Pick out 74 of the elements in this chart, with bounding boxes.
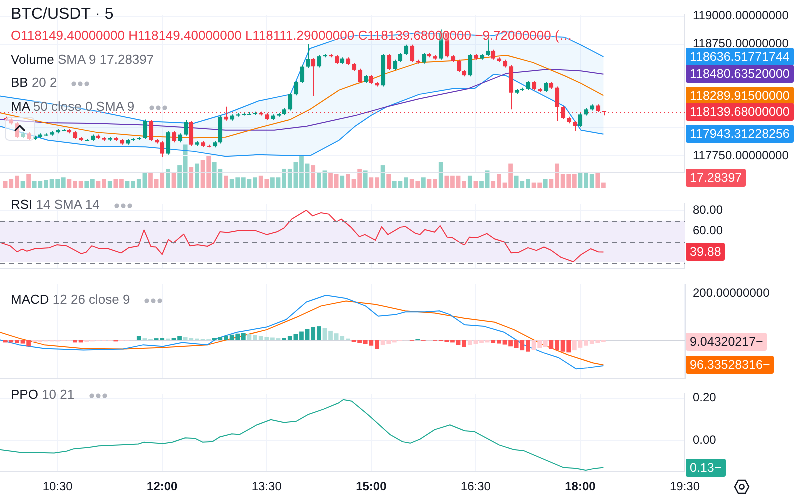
text: 17.28397: [686, 169, 746, 187]
bar: [26, 174, 31, 188]
candlestick: [306, 44, 311, 68]
bar: [136, 336, 142, 340]
candlestick: [404, 44, 409, 56]
text: 9.04320217−: [686, 333, 768, 352]
x-tick-label: 18:00: [565, 480, 596, 494]
candlestick: [149, 120, 154, 142]
candlestick: [184, 120, 189, 136]
x-tick-label: 13:30: [252, 480, 282, 494]
bar: [438, 162, 444, 188]
candlestick: [573, 120, 578, 132]
bar: [311, 166, 316, 188]
chart-title: MACD 12 26 close 9: [11, 292, 130, 307]
text: 118636.51771744: [686, 48, 794, 66]
x-tick-label: 15:00: [356, 480, 388, 494]
candlestick: [166, 130, 171, 156]
candlestick: [369, 74, 374, 85]
chart-title: PPO 10 21: [11, 387, 75, 402]
bar: [189, 167, 194, 188]
candlestick: [288, 92, 293, 112]
y-tick-label: 0.00: [693, 432, 717, 447]
bar: [363, 170, 368, 188]
candlestick: [532, 80, 537, 92]
bar: [166, 168, 170, 188]
text: 200.00000000: [693, 286, 770, 300]
candlestick: [358, 68, 363, 84]
x-tick-label: 16:30: [460, 480, 492, 494]
y-tick-label: 0.20: [693, 390, 717, 405]
text: 0.13−: [686, 458, 726, 477]
bar: [468, 176, 472, 188]
bar: [20, 181, 26, 188]
bar: [224, 176, 228, 188]
annotation: BB 20 2: [11, 75, 58, 90]
candlestick: [544, 82, 549, 93]
candlestick: [172, 130, 177, 144]
bar: [195, 164, 200, 188]
x-tick-label: 19:30: [670, 480, 700, 494]
chart-title: Volume SMA 9 17.28397: [11, 52, 154, 67]
candlestick: [294, 80, 299, 96]
y-tick-label: 80.00: [693, 202, 724, 217]
text: 39.88: [686, 243, 726, 262]
candlestick: [422, 52, 427, 64]
candlestick: [457, 59, 462, 73]
x-tick-label: 12:00: [147, 480, 178, 494]
candlestick: [393, 59, 398, 72]
candlestick: [387, 54, 392, 72]
y-tick-label: 60.00: [693, 224, 724, 238]
candlestick: [143, 119, 148, 140]
bar: [422, 178, 426, 188]
text: 118289.91500000: [686, 86, 794, 105]
bar: [386, 174, 392, 188]
candlestick: [300, 65, 305, 84]
candlestick: [189, 120, 194, 146]
candlestick: [311, 58, 316, 97]
bar: [474, 181, 478, 188]
text: 96.33528316−: [686, 356, 774, 374]
candlestick: [578, 113, 583, 128]
candlestick: [410, 44, 415, 63]
chart-title: RSI 14 SMA 14: [11, 197, 100, 212]
y-tick-label: 119000.00000000: [693, 8, 790, 23]
text: 118480.63520000: [686, 65, 794, 84]
candlestick: [160, 141, 165, 158]
candlestick: [468, 54, 473, 78]
y-tick-label: 117750.00000000: [693, 148, 790, 162]
chart-title: BTC/USDT · 5: [10, 5, 115, 25]
candlestick: [317, 54, 322, 68]
bar: [543, 179, 548, 188]
x-tick-label: 10:30: [42, 480, 74, 494]
bar: [108, 181, 112, 188]
bar: [340, 176, 345, 188]
candlestick: [491, 49, 496, 60]
text: 118139.68000000: [686, 103, 794, 122]
text: 117943.31228256: [686, 125, 794, 144]
